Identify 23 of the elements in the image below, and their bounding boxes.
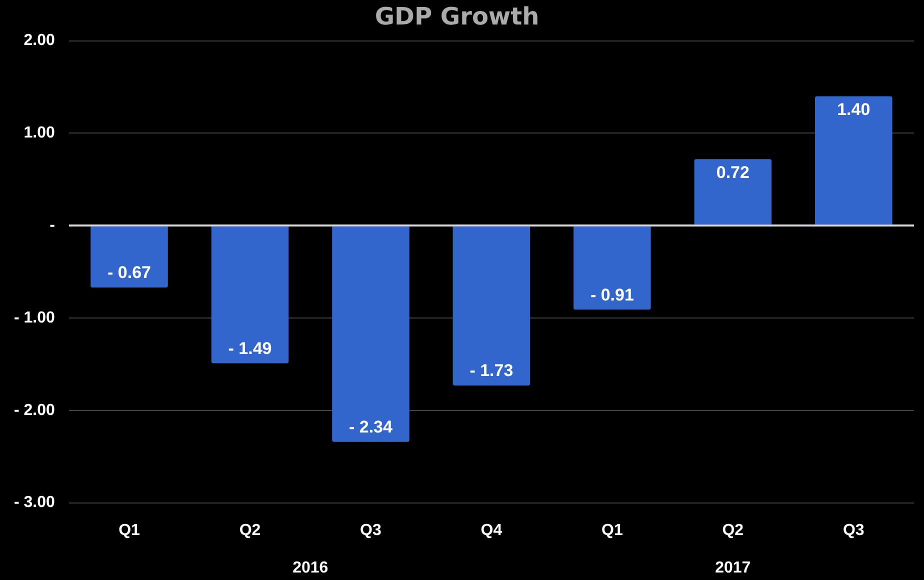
x-tick-label: Q3 (842, 522, 864, 539)
text: 2016 (292, 559, 328, 576)
y-tick-label: 1.00 (24, 124, 56, 142)
y-tick-label: - 3.00 (14, 494, 56, 512)
x-tick-label: Q2 (722, 522, 744, 539)
data-label: - 1.73 (470, 361, 514, 380)
data-label: - 2.34 (348, 418, 394, 437)
data-label: 0.72 (716, 162, 750, 182)
x-tick-label: Q3 (360, 522, 382, 539)
data-label: - 0.91 (590, 285, 634, 304)
y-tick-label: 2.00 (24, 32, 56, 50)
x-tick-label: Q1 (602, 522, 623, 539)
x-tick-label: Q1 (118, 522, 140, 539)
data-label: - 0.67 (108, 263, 152, 282)
y-tick-label: - 2.00 (14, 402, 56, 419)
data-label: - 1.49 (228, 338, 272, 358)
y-tick-label: - 1.00 (14, 309, 56, 326)
chart-title: GDP Growth (374, 2, 540, 31)
y-tick-label: - (50, 217, 55, 234)
x-tick-label: Q4 (480, 522, 502, 539)
text: 2017 (715, 559, 751, 576)
x-tick-label: Q2 (239, 522, 261, 539)
data-label: 1.40 (837, 100, 870, 119)
